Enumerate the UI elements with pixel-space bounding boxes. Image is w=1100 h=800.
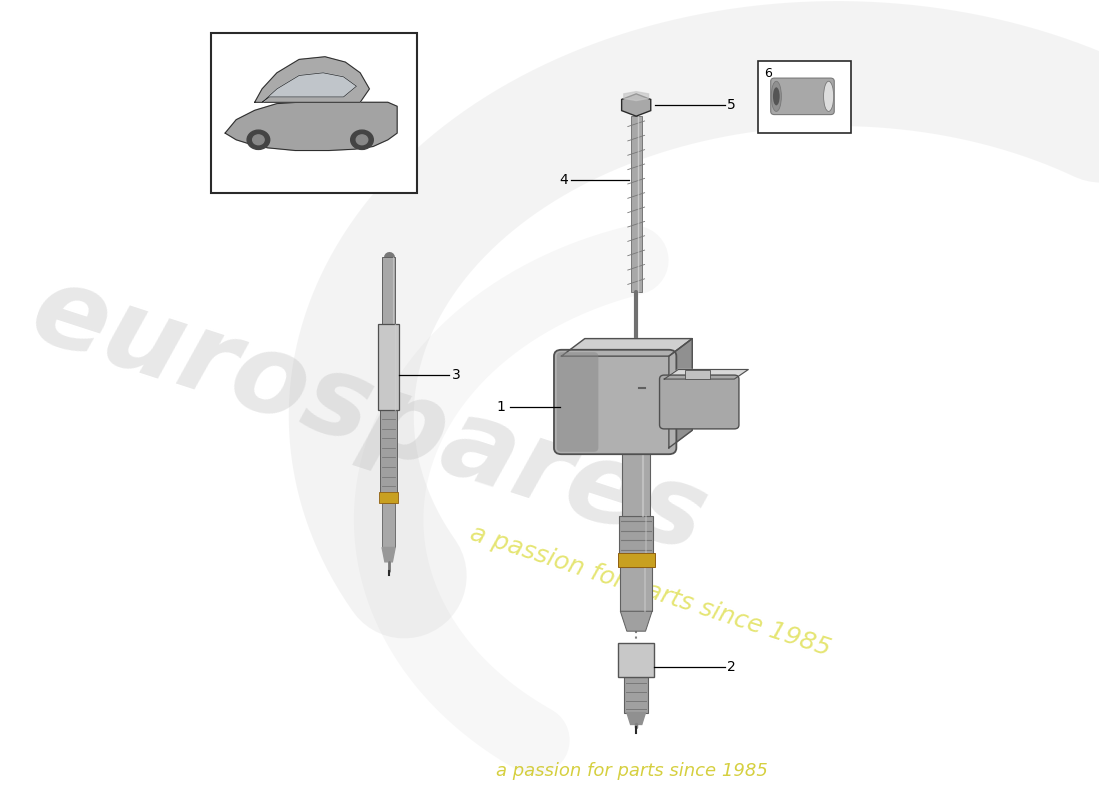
Bar <box>623 448 650 515</box>
Bar <box>685 370 710 379</box>
Polygon shape <box>226 102 397 150</box>
Bar <box>630 116 641 292</box>
Text: 1: 1 <box>496 399 505 414</box>
Bar <box>211 34 417 193</box>
FancyBboxPatch shape <box>557 352 598 452</box>
FancyBboxPatch shape <box>660 375 739 429</box>
Polygon shape <box>382 547 395 562</box>
Polygon shape <box>627 713 646 725</box>
Polygon shape <box>255 57 370 102</box>
Polygon shape <box>664 370 748 379</box>
Bar <box>758 61 851 133</box>
Text: 3: 3 <box>452 369 461 382</box>
Text: 4: 4 <box>559 174 568 187</box>
Bar <box>617 553 654 567</box>
Circle shape <box>253 135 264 145</box>
Text: 2: 2 <box>727 659 736 674</box>
Text: a passion for parts since 1985: a passion for parts since 1985 <box>466 522 834 661</box>
Ellipse shape <box>773 87 780 106</box>
Circle shape <box>351 130 373 150</box>
FancyBboxPatch shape <box>554 350 676 454</box>
Polygon shape <box>262 73 356 102</box>
Text: 6: 6 <box>764 66 772 80</box>
Bar <box>619 515 653 563</box>
Text: a passion for parts since 1985: a passion for parts since 1985 <box>496 762 768 780</box>
Circle shape <box>248 130 270 150</box>
Bar <box>618 643 653 677</box>
Bar <box>379 492 398 503</box>
Ellipse shape <box>771 82 781 111</box>
Bar <box>378 324 399 410</box>
Polygon shape <box>561 338 692 356</box>
Bar <box>382 257 395 324</box>
Circle shape <box>356 135 367 145</box>
Polygon shape <box>624 92 649 101</box>
Polygon shape <box>620 611 652 631</box>
Polygon shape <box>621 94 651 116</box>
Bar <box>382 503 395 547</box>
Ellipse shape <box>824 82 834 111</box>
Text: 5: 5 <box>727 98 736 112</box>
Bar <box>381 410 397 500</box>
Text: eurospares: eurospares <box>20 257 720 575</box>
Bar <box>624 677 648 713</box>
FancyBboxPatch shape <box>771 78 834 114</box>
Polygon shape <box>669 338 692 448</box>
Bar <box>620 567 652 611</box>
